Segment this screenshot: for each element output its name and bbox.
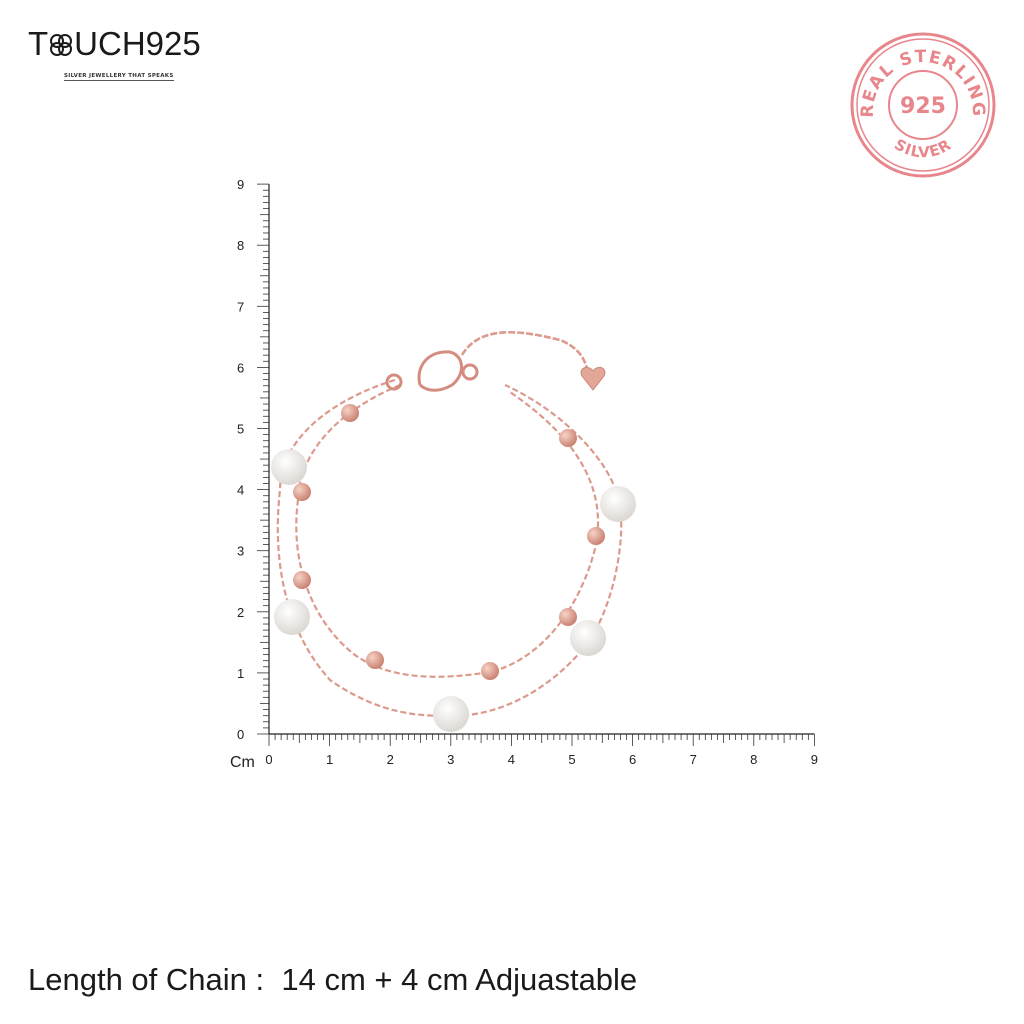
pearl-bead: [274, 599, 310, 635]
lobster-clasp: [417, 350, 463, 392]
logo-tagline: SILVER JEWELLERY THAT SPEAKS: [64, 73, 174, 81]
pearl-bead: [570, 620, 606, 656]
jump-ring: [385, 373, 403, 391]
y-tick-label: 4: [237, 483, 244, 498]
y-tick-label: 7: [237, 299, 244, 314]
brand-logo: T UCH925 SILVER JEWELLERY THAT SPEAKS: [28, 26, 201, 81]
chain-length-caption: Length of Chain : 14 cm + 4 cm Adjuastab…: [28, 962, 638, 997]
y-tick-label: 5: [237, 422, 244, 437]
pearl-bead: [433, 696, 469, 732]
y-tick-label: 6: [237, 360, 244, 375]
clover-icon: [50, 34, 73, 56]
ruler-unit: Cm: [230, 754, 255, 771]
rose-gold-bead: [559, 608, 577, 626]
pearl-bead: [600, 486, 636, 522]
rose-gold-bead: [341, 404, 359, 422]
rose-gold-bead: [559, 429, 577, 447]
x-tick-label: 8: [750, 752, 757, 767]
x-tick-label: 5: [568, 752, 575, 767]
y-tick-label: 3: [237, 544, 244, 559]
y-tick-label: 0: [237, 727, 244, 742]
y-tick-label: 1: [237, 666, 244, 681]
rose-gold-bead: [587, 527, 605, 545]
rose-gold-bead: [366, 651, 384, 669]
x-tick-label: 2: [387, 752, 394, 767]
x-tick-label: 4: [508, 752, 515, 767]
x-tick-label: 0: [265, 752, 272, 767]
sterling-stamp: REAL STERLING SILVER 925: [850, 32, 996, 178]
stamp-center-text: 925: [900, 94, 946, 119]
x-tick-label: 7: [690, 752, 697, 767]
bracelet-image: [271, 330, 636, 732]
y-tick-label: 9: [237, 177, 244, 192]
extension-chain: [460, 330, 590, 373]
logo-wordmark: T UCH925: [28, 25, 201, 62]
inner-chain: [295, 383, 600, 678]
rose-gold-bead: [293, 571, 311, 589]
y-tick-label: 8: [237, 238, 244, 253]
pearl-bead: [271, 449, 307, 485]
x-tick-label: 9: [811, 752, 818, 767]
rose-gold-bead: [293, 483, 311, 501]
rose-gold-bead: [481, 662, 499, 680]
x-tick-label: 1: [326, 752, 333, 767]
heart-charm: [580, 366, 606, 391]
y-tick-label: 2: [237, 605, 244, 620]
x-tick-label: 6: [629, 752, 636, 767]
x-tick-label: 3: [447, 752, 454, 767]
ruler-ticks: [257, 183, 815, 746]
